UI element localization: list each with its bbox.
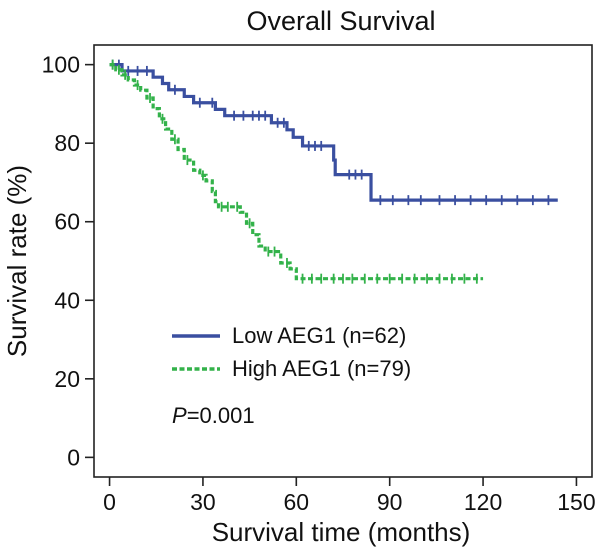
series-layer — [109, 59, 558, 284]
x-axis-label: Survival time (months) — [212, 517, 471, 547]
series-line-high-aeg1 — [109, 63, 484, 281]
x-tick-label-120: 120 — [464, 489, 502, 515]
legend-label-high-aeg1: High AEG1 (n=79) — [232, 356, 411, 381]
legend: Low AEG1 (n=62) High AEG1 (n=79) — [172, 323, 411, 381]
y-axis-label: Survival rate (%) — [2, 165, 32, 357]
p-value-italic: P — [172, 403, 187, 428]
p-value-annotation: P=0.001 — [172, 403, 255, 428]
x-tick-label-60: 60 — [284, 489, 310, 515]
x-tick-label-30: 30 — [190, 489, 216, 515]
axis-ticks: 0 30 60 90 120 150 0 20 40 60 80 100 — [42, 52, 596, 515]
chart-title: Overall Survival — [246, 6, 435, 36]
y-tick-label-80: 80 — [54, 130, 80, 156]
y-tick-label-40: 40 — [54, 287, 80, 313]
plot-frame — [93, 44, 593, 478]
y-tick-label-20: 20 — [54, 366, 80, 392]
p-value-rest: =0.001 — [187, 403, 255, 428]
y-tick-label-100: 100 — [42, 52, 80, 78]
legend-label-low-aeg1: Low AEG1 (n=62) — [232, 323, 406, 348]
x-tick-label-90: 90 — [377, 489, 403, 515]
y-tick-label-0: 0 — [67, 444, 80, 470]
series-line-low-aeg1 — [109, 63, 558, 202]
x-tick-label-0: 0 — [103, 489, 116, 515]
y-tick-label-60: 60 — [54, 209, 80, 235]
x-tick-label-150: 150 — [557, 489, 595, 515]
